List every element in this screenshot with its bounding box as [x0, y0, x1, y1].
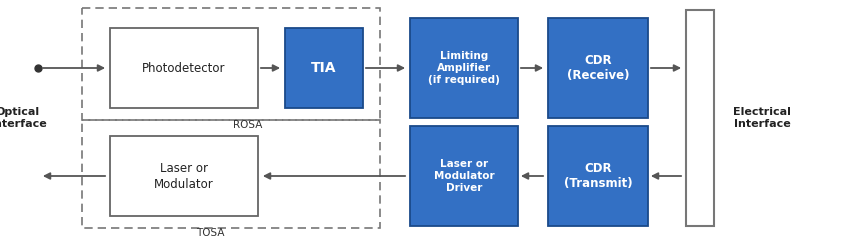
Bar — [410, 18, 518, 118]
Bar — [548, 18, 648, 118]
Bar — [410, 126, 518, 226]
Bar — [82, 120, 380, 228]
Text: Photodetector: Photodetector — [142, 62, 225, 75]
Bar — [686, 10, 714, 226]
Bar — [110, 28, 258, 108]
Text: CDR
(Transmit): CDR (Transmit) — [563, 161, 632, 190]
Bar — [82, 8, 380, 120]
Text: Limiting
Amplifier
(if required): Limiting Amplifier (if required) — [428, 51, 500, 85]
Text: ROSA: ROSA — [233, 120, 262, 130]
Text: Electrical
Interface: Electrical Interface — [733, 107, 791, 129]
Bar — [548, 126, 648, 226]
Text: Optical
Interface: Optical Interface — [0, 107, 46, 129]
Bar — [110, 136, 258, 216]
Text: Laser or
Modulator
Driver: Laser or Modulator Driver — [434, 159, 495, 193]
Text: Laser or
Modulator: Laser or Modulator — [154, 161, 214, 190]
Text: TOSA: TOSA — [196, 228, 225, 236]
Bar — [285, 28, 363, 108]
Text: CDR
(Receive): CDR (Receive) — [567, 54, 629, 83]
Text: TIA: TIA — [311, 61, 336, 75]
